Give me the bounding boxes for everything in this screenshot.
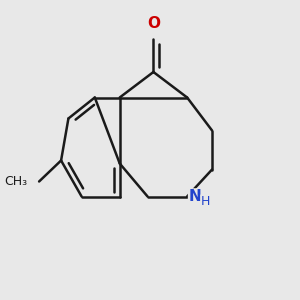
Text: CH₃: CH₃	[4, 175, 27, 188]
Text: N: N	[189, 189, 201, 204]
Text: O: O	[147, 16, 160, 32]
Text: H: H	[201, 195, 210, 208]
